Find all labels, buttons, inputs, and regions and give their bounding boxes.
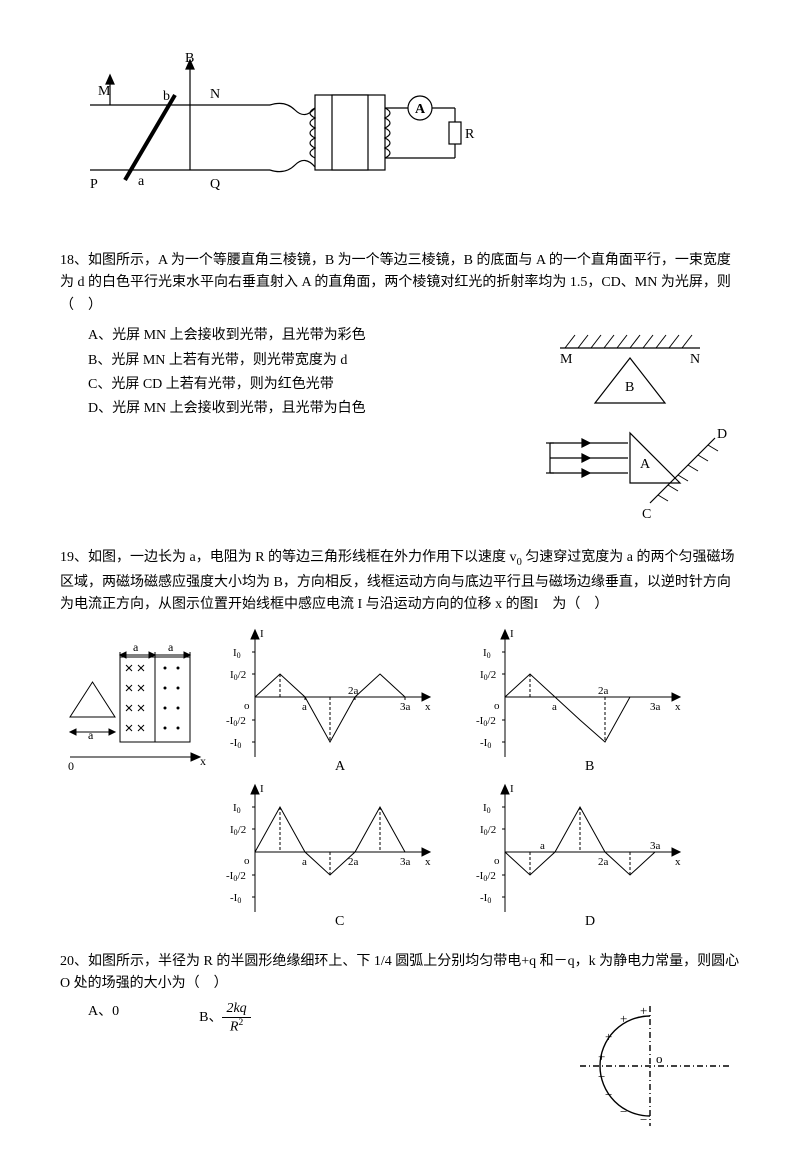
lbl-Q: Q (210, 177, 220, 192)
svg-text:−: − (598, 1069, 605, 1084)
svg-text:I0: I0 (233, 647, 241, 660)
svg-text:a: a (552, 701, 557, 713)
svg-text:a: a (302, 701, 307, 713)
svg-text:x: x (200, 754, 206, 768)
svg-text:A: A (335, 759, 346, 774)
q19-number: 19、 (60, 550, 88, 565)
svg-text:+: + (620, 1011, 627, 1026)
q20-optA: A、0 (88, 1001, 119, 1034)
svg-text:o: o (656, 1051, 663, 1066)
svg-text:-I0/2: -I0/2 (226, 870, 246, 883)
q18-number: 18、 (60, 253, 88, 268)
svg-text:D: D (585, 914, 595, 927)
svg-text:-I0: -I0 (230, 892, 241, 905)
q18-figure: M N B A D C (520, 323, 740, 523)
svg-text:I0/2: I0/2 (480, 824, 496, 837)
svg-text:2a: 2a (598, 685, 609, 697)
svg-text:2a: 2a (598, 856, 609, 868)
circuit-svg: M B N P Q b a A R (60, 50, 480, 220)
svg-text:I0: I0 (233, 802, 241, 815)
q18-optB: B、光屏 MN 上若有光带，则光带宽度为 d (88, 350, 520, 372)
svg-text:I0: I0 (483, 802, 491, 815)
q20-text: 如图所示，半径为 R 的半圆形绝缘细环上、下 1/4 圆弧上分别均匀带电+q 和… (60, 954, 739, 991)
svg-text:I: I (510, 628, 514, 640)
svg-text:A: A (640, 457, 651, 472)
svg-text:o: o (494, 855, 500, 867)
svg-text:D: D (717, 427, 727, 442)
svg-text:a: a (302, 856, 307, 868)
svg-text:3a: 3a (650, 701, 661, 713)
svg-text:-I0/2: -I0/2 (226, 715, 246, 728)
svg-text:x: x (425, 701, 431, 713)
svg-text:I0/2: I0/2 (230, 824, 246, 837)
svg-text:+: + (605, 1029, 612, 1044)
svg-text:a: a (133, 640, 139, 654)
svg-text:+: + (640, 1003, 647, 1018)
svg-text:a: a (540, 840, 545, 852)
lbl-R: R (465, 127, 475, 142)
svg-text:x: x (675, 701, 681, 713)
svg-text:C: C (642, 507, 651, 522)
svg-text:-I0/2: -I0/2 (476, 715, 496, 728)
q20-options: A、0 B、2kqR2 (60, 1001, 560, 1034)
svg-text:3a: 3a (400, 856, 411, 868)
q20: 20、如图所示，半径为 R 的半圆形绝缘细环上、下 1/4 圆弧上分别均匀带电+… (60, 951, 740, 996)
svg-text:+: + (598, 1049, 605, 1064)
svg-text:−: − (605, 1087, 612, 1102)
lbl-N: N (210, 87, 220, 102)
top-circuit-figure: M B N P Q b a A R (60, 50, 740, 220)
svg-text:-I0: -I0 (230, 737, 241, 750)
lbl-a: a (138, 174, 145, 189)
q20-figure: + + + + − − − − o (560, 1001, 740, 1131)
q19-figures: a a a 0 x I I0 I0/2 o -I0/2 -I0 (60, 627, 740, 927)
svg-text:I0/2: I0/2 (480, 669, 496, 682)
q18-optC: C、光屏 CD 上若有光带，则为红色光带 (88, 374, 520, 396)
svg-text:-I0: -I0 (480, 737, 491, 750)
q18-optA: A、光屏 MN 上会接收到光带，且光带为彩色 (88, 325, 520, 347)
svg-text:2a: 2a (348, 856, 359, 868)
svg-text:I0: I0 (483, 647, 491, 660)
q18-options: A、光屏 MN 上会接收到光带，且光带为彩色 B、光屏 MN 上若有光带，则光带… (60, 325, 520, 421)
svg-text:I: I (260, 783, 264, 795)
lbl-B: B (185, 51, 194, 66)
svg-text:x: x (675, 856, 681, 868)
svg-text:C: C (335, 914, 344, 927)
svg-text:3a: 3a (650, 840, 661, 852)
svg-text:I0/2: I0/2 (230, 669, 246, 682)
svg-text:-I0/2: -I0/2 (476, 870, 496, 883)
lbl-b: b (163, 89, 170, 104)
svg-text:2a: 2a (348, 685, 359, 697)
q18-optD: D、光屏 MN 上会接收到光带，且光带为白色 (88, 398, 520, 420)
svg-text:o: o (494, 700, 500, 712)
svg-text:N: N (690, 352, 700, 367)
q20-optB: B、2kqR2 (199, 1001, 251, 1034)
svg-text:a: a (88, 728, 94, 742)
svg-text:0: 0 (68, 759, 74, 773)
lbl-A: A (415, 102, 426, 117)
svg-text:o: o (244, 855, 250, 867)
svg-text:a: a (168, 640, 174, 654)
svg-text:I: I (260, 628, 264, 640)
svg-text:B: B (625, 380, 634, 395)
svg-text:-I0: -I0 (480, 892, 491, 905)
svg-text:−: − (640, 1112, 647, 1127)
svg-text:M: M (560, 352, 573, 367)
svg-text:x: x (425, 856, 431, 868)
svg-text:I: I (510, 783, 514, 795)
svg-text:−: − (620, 1104, 627, 1119)
q18: 18、如图所示，A 为一个等腰直角三棱镜，B 为一个等边三棱镜，B 的底面与 A… (60, 250, 740, 317)
svg-text:B: B (585, 759, 594, 774)
lbl-P: P (90, 177, 98, 192)
q19: 19、如图，一边长为 a，电阻为 R 的等边三角形线框在外力作用下以速度 v0 … (60, 547, 740, 616)
svg-text:o: o (244, 700, 250, 712)
q20-number: 20、 (60, 954, 88, 969)
svg-text:3a: 3a (400, 701, 411, 713)
lbl-M: M (98, 84, 111, 99)
q18-text: 如图所示，A 为一个等腰直角三棱镜，B 为一个等边三棱镜，B 的底面与 A 的一… (60, 253, 731, 313)
